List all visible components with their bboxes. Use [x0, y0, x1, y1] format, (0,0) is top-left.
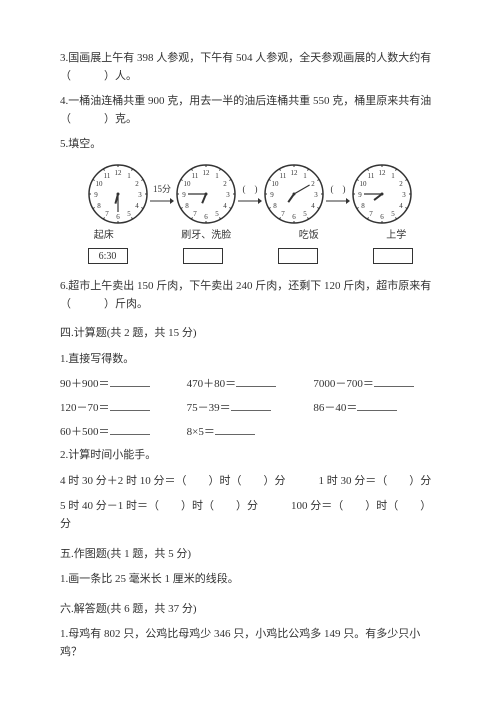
svg-text:8: 8 — [185, 202, 189, 210]
label-school: 上学 — [386, 228, 406, 244]
svg-text:12: 12 — [291, 169, 299, 177]
svg-text:7: 7 — [369, 210, 373, 218]
svg-text:1: 1 — [303, 172, 307, 180]
svg-text:7: 7 — [281, 210, 285, 218]
arrow-3: ( ) — [326, 182, 350, 206]
svg-text:5: 5 — [127, 210, 131, 218]
calc-row-3: 60＋500＝ 8×5＝ — [60, 424, 440, 442]
clock-labels: 起床 刷牙、洗脸 吃饭 上学 — [60, 228, 440, 244]
calc-1b: 470＋80＝ — [187, 376, 314, 394]
svg-text:1: 1 — [215, 172, 219, 180]
svg-text:1: 1 — [391, 172, 395, 180]
time-box-2[interactable] — [183, 248, 223, 264]
clock-4: 123456789101112 — [352, 164, 412, 224]
svg-text:7: 7 — [193, 210, 197, 218]
section-5-title: 五.作图题(共 1 题，共 5 分) — [60, 546, 440, 564]
time-box-1[interactable]: 6:30 — [88, 248, 128, 264]
calc-3a: 60＋500＝ — [60, 424, 187, 442]
sec4-q2: 2.计算时间小能手。 — [60, 447, 440, 465]
svg-text:2: 2 — [135, 180, 139, 188]
svg-text:11: 11 — [368, 172, 375, 180]
svg-text:12: 12 — [115, 169, 123, 177]
svg-text:4: 4 — [223, 202, 227, 210]
calc-2a: 120－70＝ — [60, 400, 187, 418]
svg-text:10: 10 — [183, 180, 191, 188]
svg-text:2: 2 — [223, 180, 227, 188]
svg-text:6: 6 — [116, 213, 120, 221]
svg-text:9: 9 — [270, 191, 274, 199]
svg-text:6: 6 — [204, 213, 208, 221]
svg-text:11: 11 — [192, 172, 199, 180]
svg-text:3: 3 — [402, 191, 406, 199]
label-wake: 起床 — [94, 228, 114, 244]
svg-text:3: 3 — [314, 191, 318, 199]
svg-text:10: 10 — [95, 180, 103, 188]
svg-text:4: 4 — [311, 202, 315, 210]
time-calc-1: 4 时 30 分＋2 时 10 分＝（ ）时（ ）分 1 时 30 分＝（ ）分 — [60, 473, 440, 491]
arrow-2: ( ) — [238, 182, 262, 206]
sec5-q1: 1.画一条比 25 毫米长 1 厘米的线段。 — [60, 571, 440, 589]
section-6-title: 六.解答题(共 6 题，共 37 分) — [60, 601, 440, 619]
label-eat: 吃饭 — [299, 228, 319, 244]
svg-text:12: 12 — [379, 169, 387, 177]
question-5: 5.填空。 — [60, 136, 440, 154]
svg-text:11: 11 — [280, 172, 287, 180]
label-wash: 刷牙、洗脸 — [181, 228, 231, 244]
sec6-q1: 1.母鸡有 802 只，公鸡比母鸡少 346 只，小鸡比公鸡多 149 只。有多… — [60, 626, 440, 661]
svg-text:3: 3 — [226, 191, 230, 199]
calc-3b: 8×5＝ — [187, 424, 314, 442]
svg-text:5: 5 — [303, 210, 307, 218]
svg-text:2: 2 — [399, 180, 403, 188]
section-4-title: 四.计算题(共 2 题，共 15 分) — [60, 325, 440, 343]
calc-row-1: 90＋900＝ 470＋80＝ 7000－700＝ — [60, 376, 440, 394]
svg-text:8: 8 — [97, 202, 101, 210]
svg-text:3: 3 — [138, 191, 142, 199]
svg-text:9: 9 — [94, 191, 98, 199]
calc-row-2: 120－70＝ 75－39＝ 86－40＝ — [60, 400, 440, 418]
svg-text:10: 10 — [359, 180, 367, 188]
svg-text:4: 4 — [399, 202, 403, 210]
svg-text:11: 11 — [104, 172, 111, 180]
svg-text:5: 5 — [215, 210, 219, 218]
question-4: 4.一桶油连桶共重 900 克，用去一半的油后连桶共重 550 克，桶里原来共有… — [60, 93, 440, 128]
time-calc-2: 5 时 40 分－1 时＝（ ）时（ ）分 100 分＝（ ）时（ ）分 — [60, 498, 440, 533]
clock-1: 123456789101112 — [88, 164, 148, 224]
calc-1a: 90＋900＝ — [60, 376, 187, 394]
svg-text:8: 8 — [273, 202, 277, 210]
clock-boxes: 6:30 — [60, 248, 440, 264]
svg-text:12: 12 — [203, 169, 211, 177]
svg-text:2: 2 — [311, 180, 315, 188]
svg-text:8: 8 — [361, 202, 365, 210]
question-6: 6.超市上午卖出 150 斤肉，下午卖出 240 斤肉，还剩下 120 斤肉，超… — [60, 278, 440, 313]
svg-text:9: 9 — [182, 191, 186, 199]
svg-text:5: 5 — [391, 210, 395, 218]
time-box-3[interactable] — [278, 248, 318, 264]
clock-2: 123456789101112 — [176, 164, 236, 224]
clock-3: 123456789101112 — [264, 164, 324, 224]
time-box-4[interactable] — [373, 248, 413, 264]
calc-1c: 7000－700＝ — [313, 376, 440, 394]
sec4-q1: 1.直接写得数。 — [60, 351, 440, 369]
svg-text:6: 6 — [380, 213, 384, 221]
arrow-1: 15分 — [150, 182, 174, 206]
svg-text:1: 1 — [127, 172, 131, 180]
calc-2b: 75－39＝ — [187, 400, 314, 418]
svg-text:4: 4 — [135, 202, 139, 210]
svg-text:6: 6 — [292, 213, 296, 221]
calc-2c: 86－40＝ — [313, 400, 440, 418]
clock-row: 12345678910111215分123456789101112( )1234… — [60, 164, 440, 224]
svg-text:7: 7 — [105, 210, 109, 218]
svg-text:9: 9 — [358, 191, 362, 199]
question-3: 3.国画展上午有 398 人参观，下午有 504 人参观，全天参观画展的人数大约… — [60, 50, 440, 85]
svg-text:10: 10 — [271, 180, 279, 188]
